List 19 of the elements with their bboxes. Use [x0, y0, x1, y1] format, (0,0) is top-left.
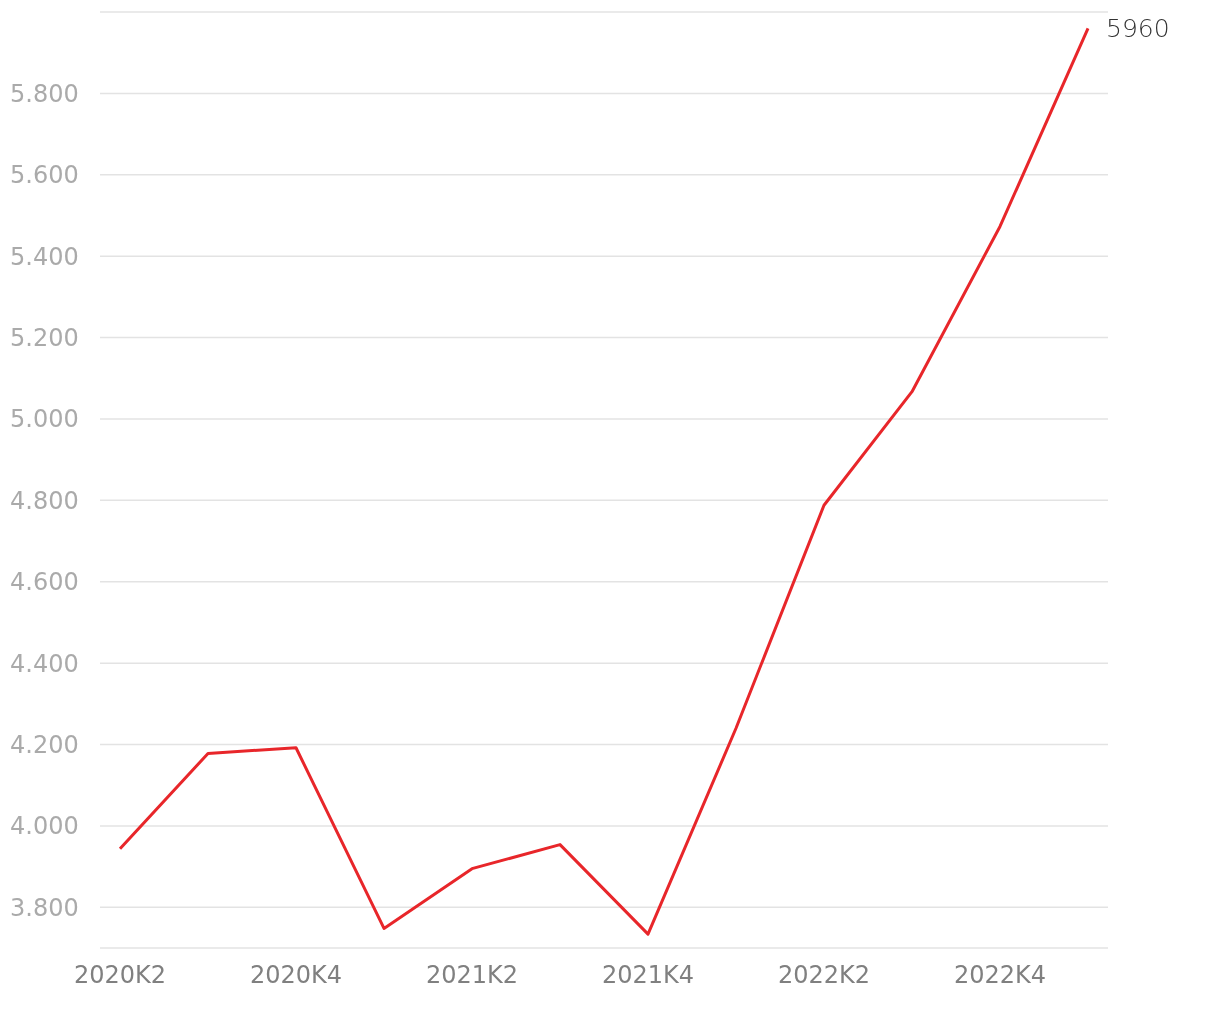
- x-tick-label: 2020K4: [249, 961, 343, 990]
- y-tick-label: 5.800: [10, 79, 79, 108]
- line-series: [118, 26, 1090, 936]
- y-tick-label: 5.000: [10, 405, 79, 434]
- y-tick-label: 5.600: [10, 161, 79, 190]
- x-tick-label: 2022K2: [777, 961, 871, 990]
- y-tick-label: 5.400: [10, 242, 79, 271]
- y-tick-label: 4.400: [10, 649, 79, 678]
- y-tick-label: 5.200: [10, 324, 79, 353]
- y-tick-label: 4.600: [10, 568, 79, 597]
- y-tick-label: 4.200: [10, 731, 79, 760]
- y-tick-label: 3.800: [10, 893, 79, 922]
- x-tick-label: 2021K4: [601, 961, 695, 990]
- data-label: 5960: [1106, 14, 1170, 44]
- x-tick-label: 2020K2: [73, 961, 167, 990]
- y-tick-label: 4.000: [10, 812, 79, 841]
- y-tick-label: 4.800: [10, 486, 79, 515]
- x-tick-label: 2021K2: [425, 961, 519, 990]
- x-tick-label: 2022K4: [953, 961, 1047, 990]
